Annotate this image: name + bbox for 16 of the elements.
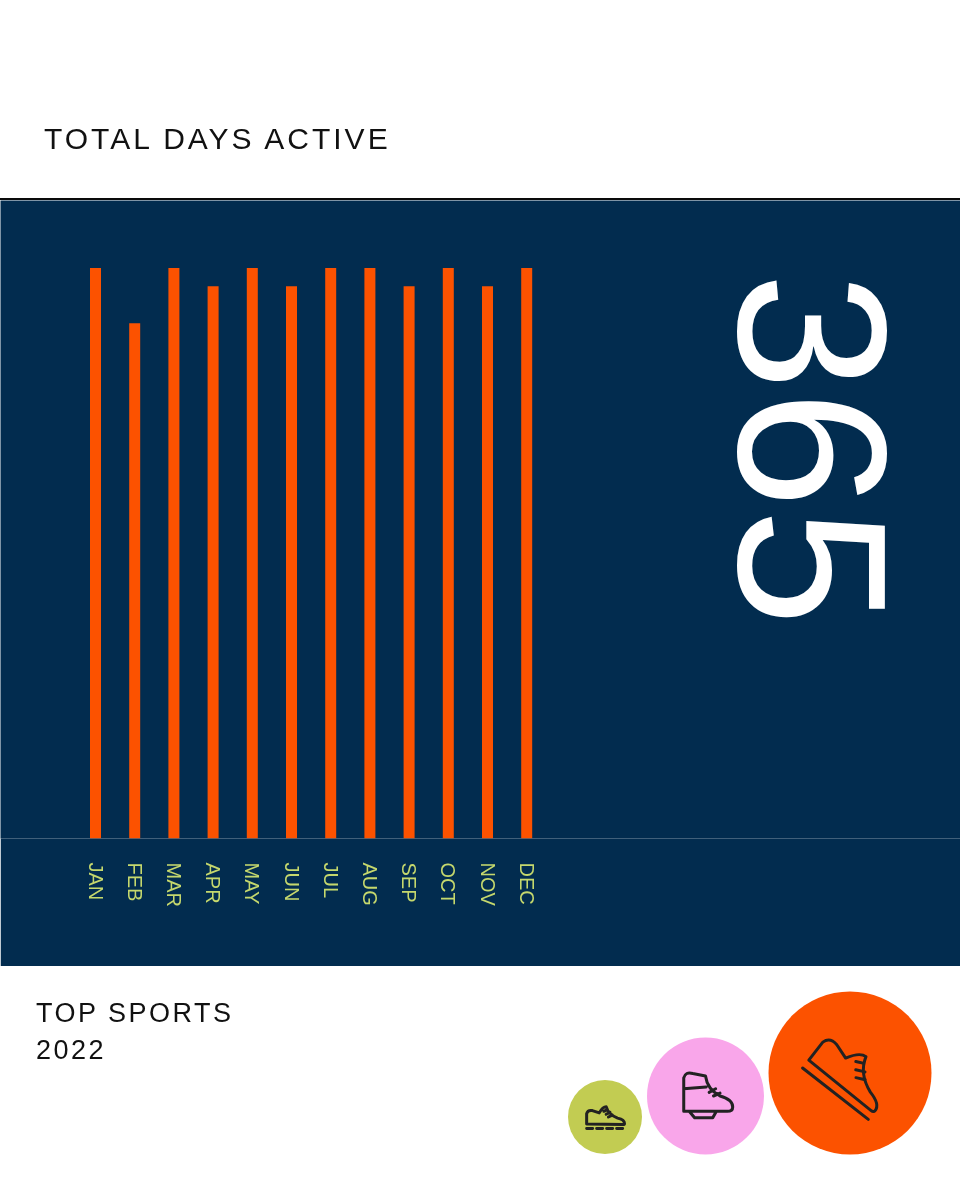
text: TOP SPORTS [36, 998, 234, 1028]
text: 2022 [36, 1035, 107, 1065]
x-tick-label: SEP [398, 862, 421, 903]
x-tick-label: NOV [476, 862, 499, 907]
x-tick-label: MAY [241, 862, 264, 905]
x-tick-label: FEB [123, 862, 146, 902]
x-tick-label: JUN [280, 862, 303, 902]
x-tick-label: JAN [84, 862, 107, 901]
x-tick-label: AUG [358, 862, 381, 906]
x-tick-label: APR [202, 862, 225, 904]
x-tick-label: DEC [515, 862, 538, 905]
text: 365 [693, 272, 931, 627]
x-tick-label: MAR [162, 862, 185, 907]
x-tick-label: JUL [319, 862, 342, 899]
chart-title: TOTAL DAYS ACTIVE [44, 122, 391, 156]
x-tick-label: OCT [437, 862, 460, 905]
